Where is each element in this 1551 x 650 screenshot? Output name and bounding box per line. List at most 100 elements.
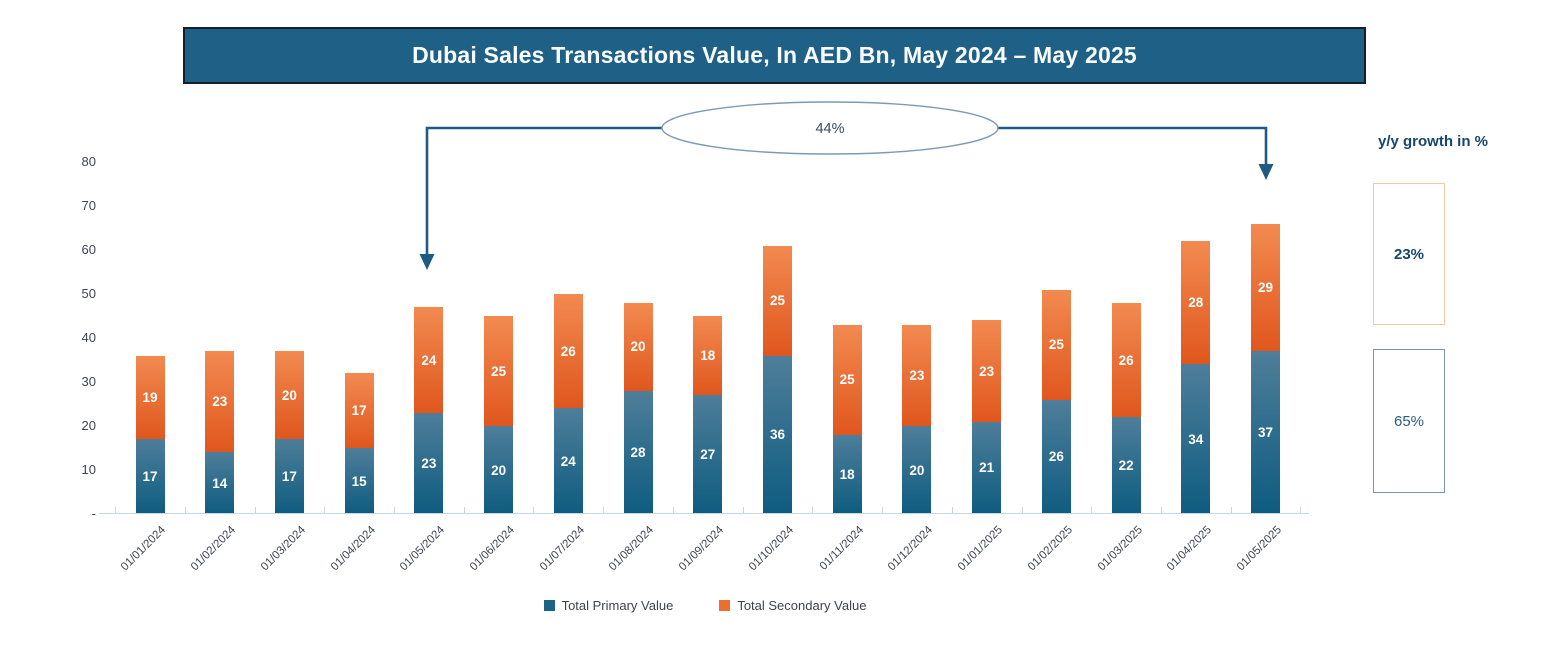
bar-segment-secondary: 19 <box>135 355 165 440</box>
bar-segment-secondary: 26 <box>1111 302 1141 418</box>
bar-segment-secondary: 18 <box>693 316 723 396</box>
x-axis-tick <box>882 507 884 514</box>
y-tick-label: 60 <box>81 242 96 257</box>
bar-value-label: 26 <box>560 343 576 359</box>
bar-value-label: 36 <box>769 427 785 443</box>
bar-value-label: 27 <box>700 447 716 463</box>
bar-segment-primary: 20 <box>902 426 932 514</box>
bar-segment-primary: 14 <box>205 452 235 514</box>
bar-value-label: 20 <box>909 462 925 478</box>
x-axis-tick <box>1160 507 1162 514</box>
bar-segment-secondary: 25 <box>484 316 514 426</box>
bar-value-label: 18 <box>700 348 716 364</box>
bar-segment-primary: 37 <box>1251 351 1281 514</box>
bar-segment-secondary: 24 <box>414 307 444 413</box>
x-tick-label: 01/06/2024 <box>467 524 518 574</box>
bar-value-label: 20 <box>630 339 646 355</box>
legend-label: Total Primary Value <box>561 598 674 613</box>
x-tick-label: 01/05/2025 <box>1234 524 1285 574</box>
x-axis-tick <box>1230 507 1232 514</box>
bar-segment-primary: 36 <box>762 355 792 514</box>
bar-segment-secondary: 23 <box>902 324 932 426</box>
bar-value-label: 24 <box>560 453 576 469</box>
legend: Total Primary Value Total Secondary Value <box>100 598 1310 613</box>
bar-value-label: 25 <box>491 363 507 379</box>
y-tick-label: 40 <box>81 330 96 345</box>
bar-segment-secondary: 25 <box>832 324 862 435</box>
x-tick-label: 01/10/2024 <box>746 524 796 574</box>
bar-value-label: 17 <box>142 469 158 485</box>
bar-value-label: 18 <box>839 466 855 482</box>
x-axis-tick <box>115 507 117 514</box>
x-tick-label: 01/02/2025 <box>1025 524 1075 574</box>
bar-value-label: 26 <box>1048 449 1064 465</box>
bar-segment-primary: 17 <box>135 439 165 514</box>
x-tick-label: 01/03/2024 <box>258 524 308 574</box>
bar-value-label: 25 <box>1048 337 1064 353</box>
bar-segment-secondary: 29 <box>1251 223 1281 352</box>
bar-value-label: 17 <box>351 403 367 419</box>
x-tick-label: 01/12/2024 <box>886 524 936 574</box>
x-axis-tick <box>184 507 186 514</box>
growth-box-secondary: 23% <box>1373 183 1445 325</box>
bar-value-label: 26 <box>1118 352 1134 368</box>
arrow-down-left-icon <box>419 254 435 270</box>
growth-value-primary: 65% <box>1393 412 1425 430</box>
y-tick-label: - <box>91 506 96 521</box>
legend-swatch <box>543 600 555 611</box>
x-tick-label: 01/02/2024 <box>189 524 239 574</box>
bar-value-label: 21 <box>979 460 995 476</box>
chart-title: Dubai Sales Transactions Value, In AED B… <box>412 42 1137 68</box>
bar-value-label: 23 <box>909 367 925 383</box>
legend-label: Total Secondary Value <box>737 598 867 613</box>
bar-segment-secondary: 25 <box>762 245 792 356</box>
x-tick-label: 01/01/2025 <box>955 524 1006 574</box>
x-axis-tick <box>742 507 744 514</box>
x-tick-label: 01/04/2025 <box>1165 524 1215 574</box>
x-axis-tick <box>1300 507 1302 514</box>
arrow-down-right-icon <box>1258 164 1274 180</box>
x-axis-tick <box>672 507 674 514</box>
bar-segment-secondary: 25 <box>1041 289 1071 400</box>
bar-value-label: 28 <box>630 444 646 460</box>
x-tick-label: 01/05/2024 <box>398 524 448 574</box>
bar-value-label: 23 <box>979 363 995 379</box>
x-tick-label: 01/04/2024 <box>328 524 378 574</box>
bar-value-label: 37 <box>1258 425 1274 441</box>
x-axis-tick <box>254 507 256 514</box>
bar-segment-primary: 18 <box>832 434 862 514</box>
bar-segment-secondary: 23 <box>972 320 1002 422</box>
x-tick-label: 01/09/2024 <box>677 524 727 574</box>
x-tick-label: 01/08/2024 <box>607 524 657 574</box>
bar-segment-secondary: 20 <box>623 302 653 391</box>
bar-value-label: 29 <box>1258 279 1274 295</box>
bar-value-label: 34 <box>1188 431 1204 447</box>
x-axis-tick <box>812 507 814 514</box>
growth-panel-heading: y/y growth in % <box>1378 133 1489 150</box>
bar-value-label: 22 <box>1118 458 1134 474</box>
bar-segment-primary: 34 <box>1181 364 1211 514</box>
growth-value-secondary: 23% <box>1393 245 1425 263</box>
bar-segment-primary: 15 <box>344 448 374 514</box>
bar-segment-secondary: 28 <box>1181 241 1211 365</box>
x-tick-label: 01/01/2024 <box>119 524 169 574</box>
bar-value-label: 23 <box>212 394 228 410</box>
x-axis-tick <box>533 507 535 514</box>
bar-value-label: 24 <box>421 352 437 368</box>
bar-segment-primary: 27 <box>693 395 723 514</box>
bar-value-label: 23 <box>421 455 437 471</box>
x-axis-tick <box>603 507 605 514</box>
x-axis-tick <box>1091 507 1093 514</box>
bar-segment-secondary: 26 <box>553 294 583 409</box>
x-axis-tick <box>463 507 465 514</box>
y-tick-label: 10 <box>81 462 96 477</box>
legend-swatch <box>719 600 731 611</box>
annotation-ellipse <box>661 101 999 155</box>
bar-value-label: 15 <box>351 473 367 489</box>
bar-segment-secondary: 17 <box>344 373 374 448</box>
x-tick-label: 01/07/2024 <box>537 524 587 574</box>
bar-segment-primary: 28 <box>623 390 653 514</box>
bar-value-label: 25 <box>839 372 855 388</box>
bar-segment-secondary: 23 <box>205 351 235 453</box>
